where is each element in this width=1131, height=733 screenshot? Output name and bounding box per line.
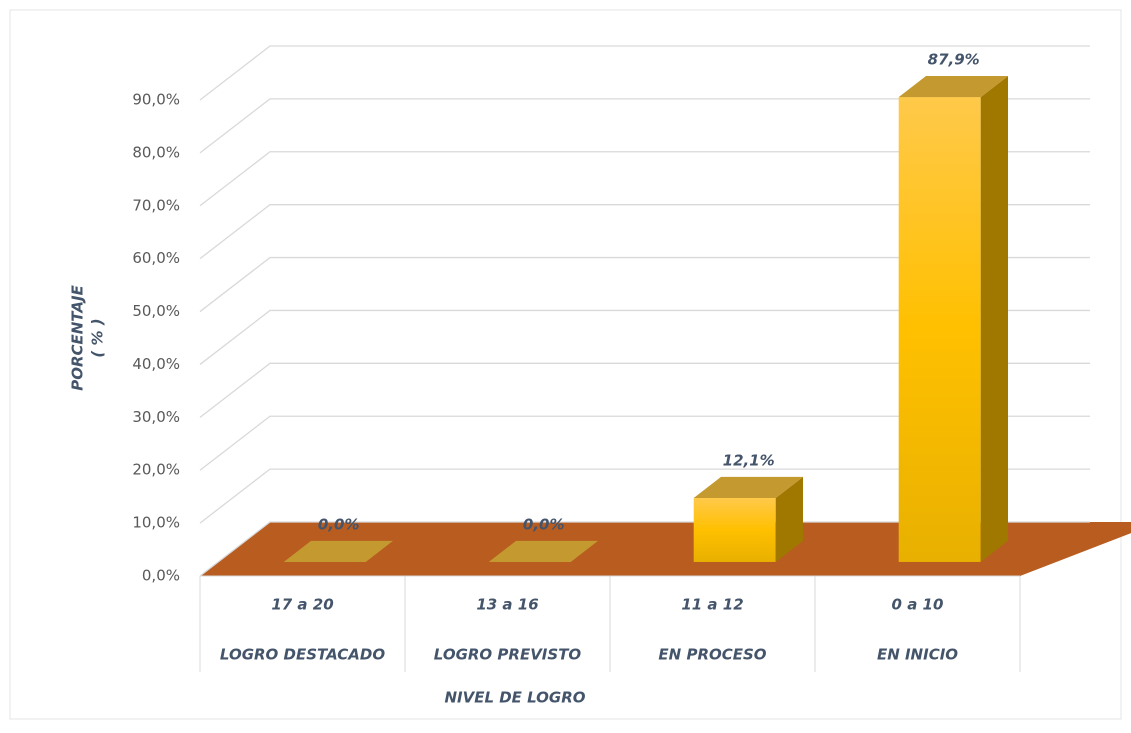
- y-tick-label: 80,0%: [132, 143, 180, 161]
- bar-side: [775, 476, 803, 562]
- bar: [693, 476, 803, 562]
- bar-top: [488, 540, 598, 562]
- x-tick-label: 13 a 16: [476, 596, 538, 614]
- bar-side: [980, 76, 1008, 562]
- y-tick-label: 40,0%: [132, 355, 180, 373]
- bar-top: [283, 540, 393, 562]
- y-tick-label: 60,0%: [132, 249, 180, 267]
- grid-line: [199, 204, 1090, 260]
- grid-line: [199, 45, 1090, 101]
- bar-top: [693, 476, 803, 498]
- y-axis-title-line: PORCENTAJE: [69, 284, 87, 390]
- grid-line: [199, 468, 1090, 524]
- grid-line: [199, 98, 1090, 154]
- y-tick-label: 30,0%: [132, 408, 180, 426]
- x-tick-label: EN INICIO: [877, 646, 958, 664]
- y-tick-label: 70,0%: [132, 196, 180, 214]
- x-tick-label: 17 a 20: [271, 596, 333, 614]
- bar: [283, 540, 393, 562]
- value-label: 12,1%: [723, 451, 775, 469]
- y-tick-label: 50,0%: [132, 302, 180, 320]
- x-tick-label: LOGRO DESTACADO: [220, 646, 385, 664]
- x-tick-label: EN PROCESO: [658, 646, 766, 664]
- y-tick-label: 10,0%: [132, 514, 180, 532]
- y-tick-label: 20,0%: [132, 461, 180, 479]
- y-axis-title-line: ( % ): [89, 318, 107, 357]
- bar-top: [898, 76, 1008, 98]
- x-tick-label: 11 a 12: [681, 596, 743, 614]
- value-label: 87,9%: [928, 51, 980, 69]
- value-label: 0,0%: [318, 515, 360, 533]
- grid-line: [199, 415, 1090, 471]
- grid-line: [199, 151, 1090, 207]
- bar-front: [898, 97, 981, 562]
- grid-line: [199, 256, 1090, 313]
- y-tick-label: 0,0%: [142, 567, 180, 585]
- y-axis-title: PORCENTAJE ( % ): [69, 284, 107, 390]
- grid-line: [199, 309, 1090, 365]
- bar-front: [693, 497, 776, 562]
- x-tick-label: LOGRO PREVISTO: [434, 646, 582, 664]
- grid-line: [199, 362, 1090, 418]
- frame: [9, 9, 1122, 720]
- floor: [200, 522, 1131, 576]
- x-tick-label: 0 a 10: [892, 596, 944, 614]
- x-axis-title: NIVEL DE LOGRO: [444, 689, 585, 707]
- bar: [898, 76, 1008, 562]
- y-tick-label: 90,0%: [132, 91, 180, 109]
- grid-line: [199, 521, 1090, 577]
- value-label: 0,0%: [523, 515, 565, 533]
- bar: [488, 540, 598, 562]
